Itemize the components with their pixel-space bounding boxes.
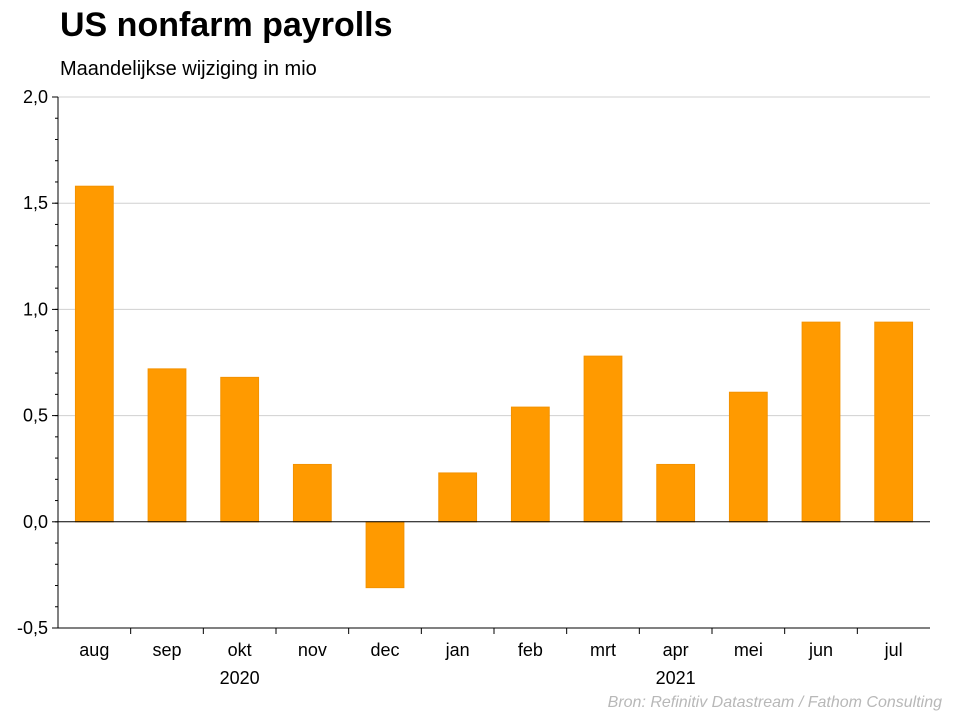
x-tick-label: sep	[152, 640, 181, 660]
x-tick-label: nov	[298, 640, 327, 660]
chart-title: US nonfarm payrolls	[60, 6, 393, 44]
x-tick-label: mrt	[590, 640, 616, 660]
x-tick-label: mei	[734, 640, 763, 660]
x-tick-label: jun	[808, 640, 833, 660]
bar-aug	[74, 185, 114, 523]
year-label: 2021	[656, 668, 696, 688]
bar-jul	[874, 321, 914, 523]
x-tick-label: jan	[445, 640, 470, 660]
y-tick-label: 1,5	[23, 193, 48, 213]
gridlines	[58, 96, 930, 417]
year-label: 2020	[220, 668, 260, 688]
y-tick-label: 2,0	[23, 87, 48, 107]
x-tick-label: apr	[663, 640, 689, 660]
bars	[74, 185, 914, 589]
y-tick-label: 1,0	[23, 299, 48, 319]
bar-mei	[728, 391, 768, 523]
bar-feb	[510, 406, 550, 523]
x-tick-label: okt	[228, 640, 252, 660]
axes	[52, 96, 930, 634]
x-tick-label: feb	[518, 640, 543, 660]
bar-mrt	[583, 355, 623, 523]
y-tick-label: 0,5	[23, 406, 48, 426]
bar-jun	[801, 321, 841, 523]
bar-sep	[147, 368, 187, 523]
bar-dec	[365, 521, 405, 589]
tick-labels: -0,5 0,0 0,5 1,0 1,5 2,0 aug sep okt nov dec jan feb…	[17, 87, 903, 688]
bar-jan	[438, 472, 478, 523]
y-tick-label: 0,0	[23, 512, 48, 532]
bar-apr	[656, 463, 696, 523]
bar-nov	[292, 463, 332, 523]
source-note: Bron: Refinitiv Datastream / Fathom Cons…	[607, 694, 942, 711]
x-tick-label: dec	[370, 640, 399, 660]
x-tick-label: jul	[884, 640, 903, 660]
bar-okt	[220, 376, 260, 523]
y-tick-label: -0,5	[17, 618, 48, 638]
x-tick-label: aug	[79, 640, 109, 660]
chart-subtitle: Maandelijkse wijziging in mio	[60, 58, 317, 80]
